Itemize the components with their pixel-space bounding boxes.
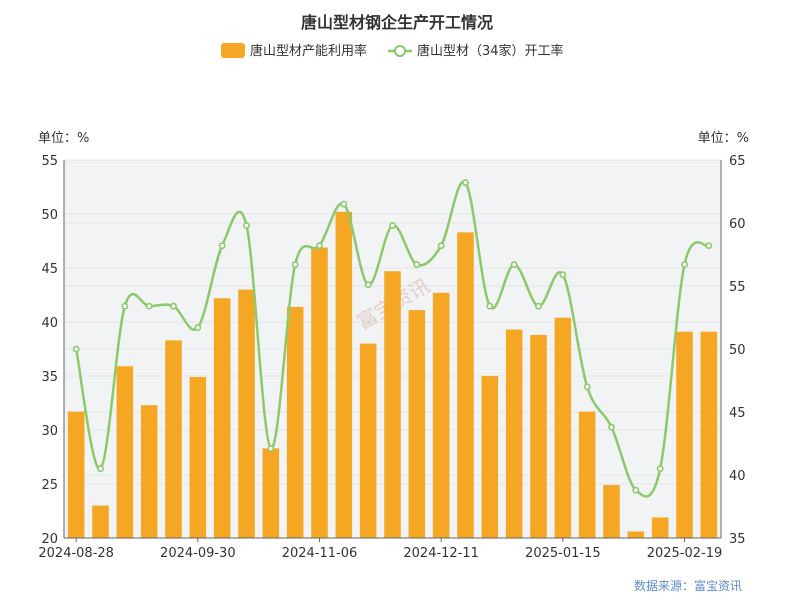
line-point (681, 261, 688, 268)
line-point (413, 261, 421, 268)
bar (700, 331, 718, 538)
line-point (145, 302, 153, 310)
bar (311, 247, 328, 539)
line-point (437, 242, 445, 250)
right-tick-label: 45 (729, 406, 746, 421)
bar (140, 405, 158, 538)
line-point (340, 200, 348, 208)
bar (676, 331, 693, 538)
axes (63, 160, 722, 539)
right-tick-label: 65 (729, 154, 746, 169)
line-point (243, 222, 250, 229)
left-axis-unit: 单位：% (38, 131, 89, 146)
bar (481, 376, 499, 538)
right-axis-ticks: 35 40 45 50 55 60 65 (729, 154, 746, 547)
left-tick-label: 40 (41, 316, 58, 331)
left-tick-label: 50 (41, 208, 58, 223)
line-point (72, 345, 80, 353)
legend[interactable]: 唐山型材产能利用率 唐山型材（34家）开工率 (221, 43, 564, 59)
line-point (389, 222, 396, 229)
bar (189, 377, 207, 538)
line-point (656, 465, 664, 473)
right-tick-label: 55 (729, 280, 746, 295)
legend-bar-label: 唐山型材产能利用率 (250, 43, 367, 59)
left-axis-ticks: 20 25 30 35 40 45 50 55 (41, 154, 58, 547)
line-point (291, 261, 299, 268)
line-point (632, 486, 640, 494)
bar (238, 289, 255, 538)
line-point (170, 302, 177, 310)
bar-series (67, 211, 718, 539)
line-point (559, 271, 567, 279)
line-point (364, 281, 372, 289)
x-tick-label: 2025-02-19 (647, 546, 723, 561)
left-tick-label: 55 (41, 154, 58, 169)
bar (92, 505, 109, 538)
legend-line-marker (394, 45, 406, 57)
bar (432, 292, 450, 538)
right-tick-label: 50 (729, 343, 746, 358)
legend-line-label: 唐山型材（34家）开工率 (417, 43, 564, 59)
bar (335, 211, 353, 538)
left-tick-label: 20 (41, 532, 58, 547)
right-tick-label: 40 (729, 469, 746, 484)
bar (359, 343, 377, 538)
left-tick-label: 25 (41, 478, 58, 493)
line-point (97, 465, 104, 473)
line-point (316, 242, 323, 250)
source-note: 数据来源：富宝资讯 (634, 578, 742, 593)
line-point (583, 383, 591, 391)
line-point (267, 445, 275, 452)
x-tick-label: 2024-08-28 (38, 546, 114, 561)
x-tick-label: 2025-01-15 (525, 546, 601, 561)
x-axis-ticks: 2024-08-28 2024-09-30 2024-11-06 2024-12-11… (38, 538, 722, 561)
line-point (535, 302, 542, 310)
right-axis-unit: 单位：% (698, 131, 749, 146)
bar (67, 411, 85, 538)
line-point (218, 242, 226, 250)
chart-title: 唐山型材钢企生产开工情况 (301, 13, 493, 32)
right-tick-label: 35 (729, 532, 746, 547)
x-tick-label: 2024-09-30 (160, 546, 236, 561)
bar (530, 334, 547, 538)
line-point (608, 423, 615, 431)
line-point (510, 261, 518, 268)
bar (651, 517, 669, 538)
bar (384, 271, 401, 538)
bar (554, 317, 572, 538)
x-tick-label: 2024-12-11 (403, 546, 479, 561)
bar (213, 298, 231, 538)
legend-bar-swatch (221, 43, 245, 58)
line-point (486, 302, 494, 310)
bar (603, 485, 620, 538)
bar (457, 232, 474, 539)
left-tick-label: 35 (41, 370, 58, 385)
x-tick-label: 2024-11-06 (282, 546, 358, 561)
line-point (462, 179, 469, 187)
bar (627, 531, 645, 538)
bar (408, 310, 426, 538)
line-series-path (74, 180, 710, 498)
line-point (121, 302, 129, 310)
right-tick-label: 60 (729, 217, 746, 232)
bar (116, 366, 134, 538)
bar (505, 329, 523, 538)
line-point (194, 324, 202, 331)
bar (286, 306, 304, 538)
left-tick-label: 30 (41, 424, 58, 439)
bar (165, 340, 182, 538)
bar (262, 448, 280, 538)
bar (578, 411, 596, 538)
line-series-points (72, 179, 713, 494)
left-tick-label: 45 (41, 262, 58, 277)
line-point (705, 242, 713, 250)
